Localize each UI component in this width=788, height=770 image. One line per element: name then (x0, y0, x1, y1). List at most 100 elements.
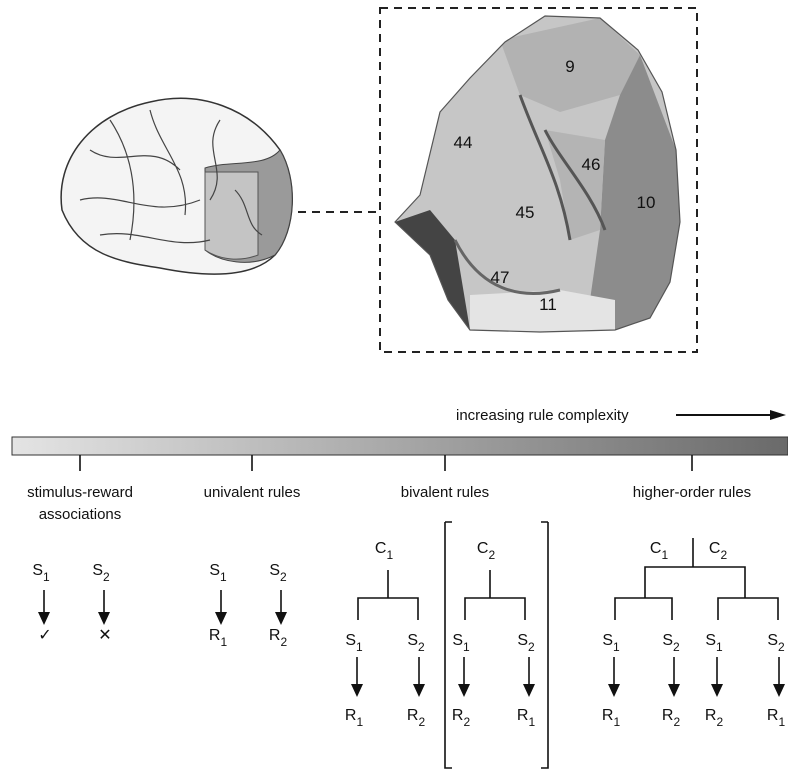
symbol-letter: R (517, 707, 529, 724)
stimulus-symbol: S1 (345, 632, 363, 654)
area-label: 45 (516, 203, 535, 222)
arrow-head (711, 684, 723, 697)
outcome-symbol: R2 (407, 707, 426, 729)
symbol-subscript: 1 (778, 715, 785, 729)
symbol-letter: C (709, 540, 721, 557)
brain-sketch (61, 98, 292, 274)
stimulus-symbol: S2 (767, 632, 785, 654)
symbol-letter: S (92, 562, 103, 579)
stimulus-symbol: S2 (269, 562, 287, 584)
symbol-subscript: 1 (356, 715, 363, 729)
arrow-head (98, 612, 110, 625)
context-symbol: C1 (650, 540, 669, 562)
symbol-subscript: 1 (661, 548, 668, 562)
symbol-letter: S (269, 562, 280, 579)
symbol-subscript: 2 (280, 570, 287, 584)
stimulus-symbol: S1 (209, 562, 227, 584)
context-symbol: C2 (709, 540, 728, 562)
outcome-symbol: R2 (269, 627, 288, 649)
symbol-letter: S (705, 632, 716, 649)
stimulus-symbol: S2 (407, 632, 425, 654)
context-symbol: C2 (477, 540, 496, 562)
rule-title: stimulus-reward (27, 484, 133, 501)
rule-title: bivalent rules (401, 484, 489, 501)
arrow-head (38, 612, 50, 625)
symbol-letter: S (345, 632, 356, 649)
complexity-label: increasing rule complexity (456, 407, 629, 424)
context-symbol: C1 (375, 540, 394, 562)
arrow-head (668, 684, 680, 697)
symbol-letter: R (452, 707, 464, 724)
symbol-letter: R (767, 707, 779, 724)
symbol-subscript: 1 (43, 570, 50, 584)
symbol-subscript: 1 (220, 635, 227, 649)
outcome-symbol: R1 (602, 707, 621, 729)
rule-title: associations (39, 506, 122, 523)
arrow-head (413, 684, 425, 697)
stimulus-symbol: S2 (92, 562, 110, 584)
outcome-symbol: ✕ (98, 627, 111, 644)
outcome-symbol: R1 (345, 707, 364, 729)
symbol-letter: R (602, 707, 614, 724)
symbol-subscript: 1 (356, 640, 363, 654)
symbol-subscript: 2 (463, 715, 470, 729)
symbol-letter: C (477, 540, 489, 557)
figure: increasing rule complexity 9444645104711… (0, 0, 788, 770)
symbol-subscript: 1 (220, 570, 227, 584)
symbol-letter: R (407, 707, 419, 724)
symbol-letter: S (32, 562, 43, 579)
symbol-subscript: 1 (613, 640, 620, 654)
symbol-subscript: 2 (673, 715, 680, 729)
symbol-letter: S (602, 632, 613, 649)
symbol-subscript: 1 (613, 715, 620, 729)
symbol-letter: S (767, 632, 778, 649)
area-label: 10 (637, 193, 656, 212)
symbol-subscript: 1 (386, 548, 393, 562)
complexity-bar (12, 437, 788, 455)
stimulus-symbol: S1 (705, 632, 723, 654)
area-label: 47 (491, 268, 510, 287)
symbol-subscript: 2 (720, 548, 727, 562)
symbol-letter: C (375, 540, 387, 557)
symbol-subscript: 2 (103, 570, 110, 584)
symbol-subscript: 1 (528, 715, 535, 729)
symbol-letter: R (705, 707, 717, 724)
rule-title: univalent rules (204, 484, 301, 501)
symbol-letter: R (269, 627, 281, 644)
stimulus-symbol: S2 (662, 632, 680, 654)
arrow-head (215, 612, 227, 625)
area-label: 9 (565, 57, 574, 76)
outcome-symbol: R1 (517, 707, 536, 729)
symbol-letter: S (209, 562, 220, 579)
arrow-head (275, 612, 287, 625)
arrow-head (351, 684, 363, 697)
stimulus-symbol: S1 (602, 632, 620, 654)
symbol-letter: S (517, 632, 528, 649)
arrow-head (770, 410, 786, 420)
rule-title: higher-order rules (633, 484, 751, 501)
symbol-subscript: 2 (280, 635, 287, 649)
symbol-subscript: 2 (528, 640, 535, 654)
stimulus-symbol: S1 (452, 632, 470, 654)
symbol-letter: R (209, 627, 221, 644)
symbol-subscript: 2 (418, 640, 425, 654)
outcome-symbol: R1 (767, 707, 786, 729)
symbol-letter: R (662, 707, 674, 724)
symbol-subscript: 1 (716, 640, 723, 654)
symbol-subscript: 1 (463, 640, 470, 654)
outcome-symbol: R2 (452, 707, 471, 729)
symbol-letter: S (452, 632, 463, 649)
symbol-subscript: 2 (488, 548, 495, 562)
symbol-subscript: 2 (778, 640, 785, 654)
area-label: 11 (539, 295, 557, 314)
arrow-head (523, 684, 535, 697)
symbol-letter: C (650, 540, 662, 557)
symbol-letter: R (345, 707, 357, 724)
stimulus-symbol: S1 (32, 562, 50, 584)
arrow-head (608, 684, 620, 697)
area-label: 44 (454, 133, 473, 152)
stimulus-symbol: S2 (517, 632, 535, 654)
arrow-head (773, 684, 785, 697)
symbol-letter: S (407, 632, 418, 649)
symbol-subscript: 2 (673, 640, 680, 654)
